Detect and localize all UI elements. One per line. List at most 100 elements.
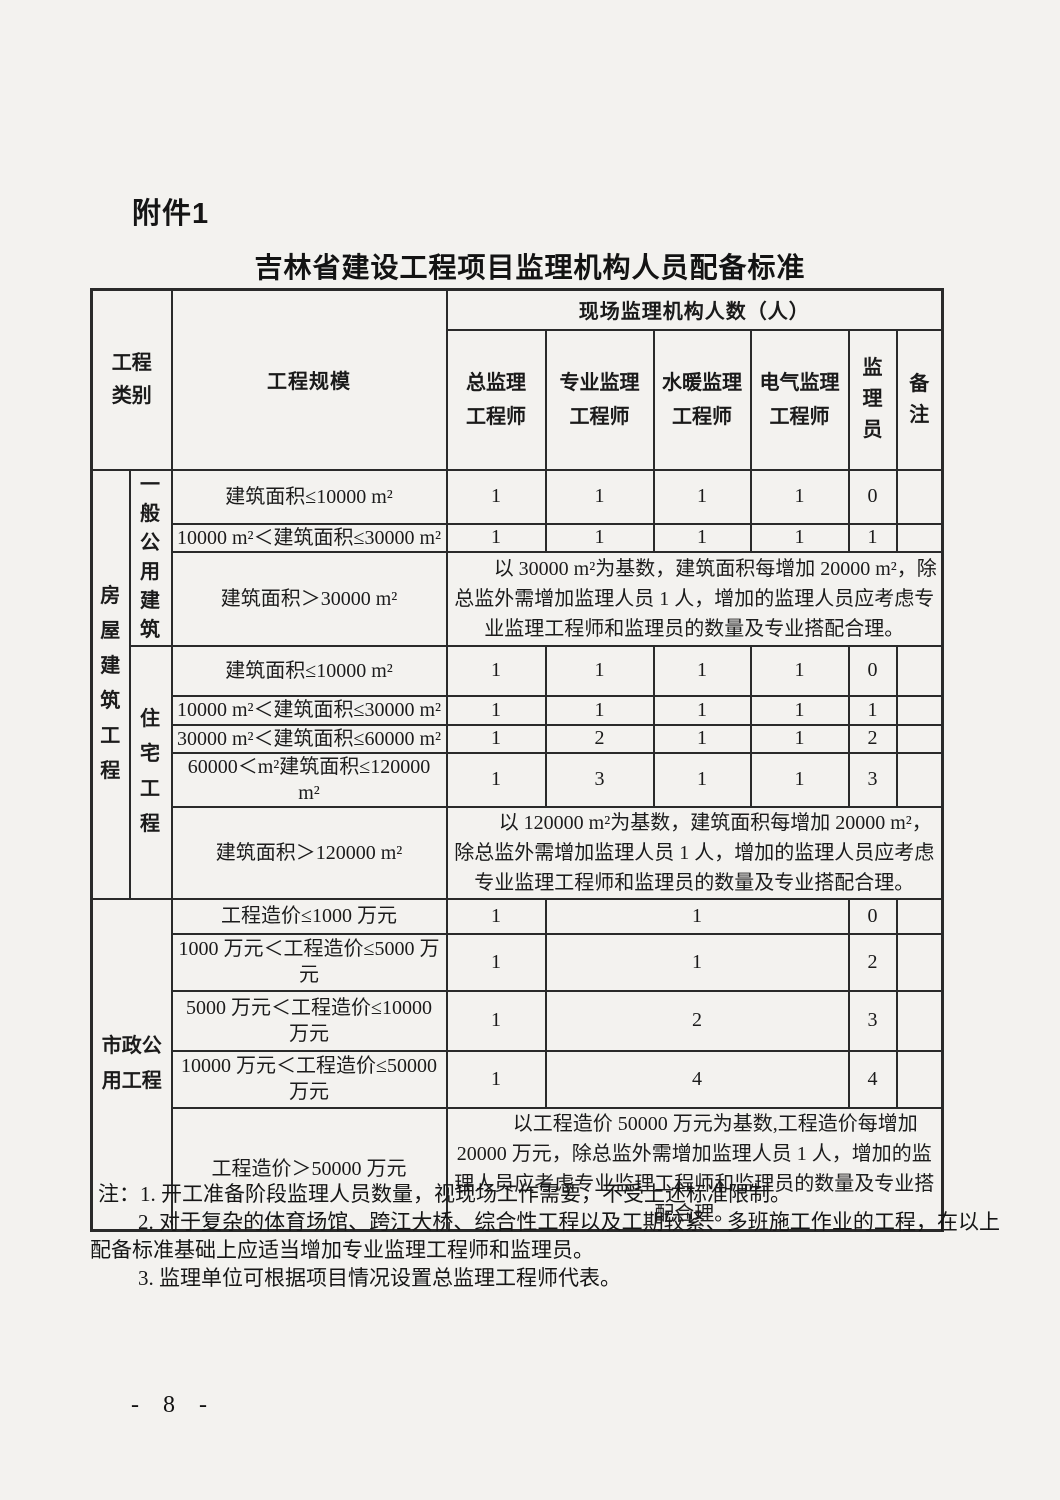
header-specialty-supervising-engineer: 专业监理 工程师 xyxy=(544,328,655,471)
value-cell: 1 xyxy=(749,522,850,553)
value-cell: 1 xyxy=(445,932,547,992)
category-municipal-public-works: 市政公 用工程 xyxy=(90,897,173,1231)
value-cell: 1 xyxy=(544,694,655,726)
scale-cell: 建筑面积≤10000 m² xyxy=(170,644,448,697)
value-cell: 1 xyxy=(847,694,898,726)
header-project-scale: 工程规模 xyxy=(170,288,448,471)
remark-cell xyxy=(895,644,944,697)
remark-cell xyxy=(895,1049,944,1109)
value-cell: 1 xyxy=(445,1049,547,1109)
value-cell: 1 xyxy=(445,989,547,1052)
value-cell: 3 xyxy=(847,751,898,808)
note-1: 注：1. 开工准备阶段监理人员数量，视现场工作需要，不受上述标准限制。 xyxy=(98,1182,791,1206)
staffing-rule-note-cell: 以 120000 m²为基数，建筑面积每增加 20000 m²，除总监外需增加监… xyxy=(445,805,944,900)
remark-cell xyxy=(895,468,944,525)
header-chief-supervising-engineer: 总监理 工程师 xyxy=(445,328,547,471)
value-cell: 1 xyxy=(445,723,547,754)
table-row: 建筑面积＞120000 m² 以 120000 m²为基数，建筑面积每增加 20… xyxy=(92,805,944,900)
value-cell: 1 xyxy=(652,751,752,808)
scale-cell: 建筑面积＞120000 m² xyxy=(170,805,448,900)
scale-cell: 30000 m²＜建筑面积≤60000 m² xyxy=(170,723,448,754)
staffing-rule-note-cell: 以 30000 m²为基数，建筑面积每增加 20000 m²，除总监外需增加监理… xyxy=(445,550,944,647)
value-cell: 1 xyxy=(544,644,655,697)
value-cell: 1 xyxy=(445,644,547,697)
value-cell: 1 xyxy=(847,522,898,553)
merged-value-cell: 4 xyxy=(544,1049,850,1109)
scale-cell: 10000 m²＜建筑面积≤30000 m² xyxy=(170,694,448,726)
table-row: 工程造价＞50000 万元 以工程造价 50000 万元为基数,工程造价每增加 … xyxy=(92,1106,944,1231)
table-row: 5000 万元＜工程造价≤10000 万元 1 2 3 xyxy=(92,989,944,1052)
table-row: 10000 m²＜建筑面积≤30000 m² 1 1 1 1 1 xyxy=(92,522,944,553)
merged-value-cell: 1 xyxy=(544,897,850,935)
header-supervisor: 监 理 员 xyxy=(847,328,898,471)
header-electrical-supervising-engineer: 电气监理 工程师 xyxy=(749,328,850,471)
value-cell: 1 xyxy=(652,694,752,726)
value-cell: 1 xyxy=(445,694,547,726)
note-2: 2. 对于复杂的体育场馆、跨江大桥、综合性工程以及工期较紧、多班施工作业的工程，… xyxy=(90,1210,1000,1262)
scale-cell: 工程造价≤1000 万元 xyxy=(170,897,448,935)
value-cell: 1 xyxy=(445,522,547,553)
value-cell: 4 xyxy=(847,1049,898,1109)
remark-cell xyxy=(895,694,944,726)
staffing-standard-table: 工程 类别 工程规模 现场监理机构人数（人） 总监理 工程师 专业监理 工程师 … xyxy=(90,288,944,1232)
table-row: 10000 万元＜工程造价≤50000 万元 1 4 4 xyxy=(92,1049,944,1109)
note-3: 3. 监理单位可根据项目情况设置总监理工程师代表。 xyxy=(138,1266,621,1290)
value-cell: 1 xyxy=(749,751,850,808)
remark-cell xyxy=(895,751,944,808)
table-row: 建筑面积＞30000 m² 以 30000 m²为基数，建筑面积每增加 2000… xyxy=(92,550,944,647)
value-cell: 1 xyxy=(749,694,850,726)
value-cell: 1 xyxy=(652,644,752,697)
value-cell: 1 xyxy=(544,522,655,553)
value-cell: 1 xyxy=(445,751,547,808)
table-row: 住 宅 工 程 建筑面积≤10000 m² 1 1 1 1 0 xyxy=(92,644,944,900)
page-title: 吉林省建设工程项目监理机构人员配备标准 xyxy=(254,252,806,283)
remark-cell xyxy=(895,989,944,1052)
value-cell: 1 xyxy=(544,468,655,525)
merged-value-cell: 2 xyxy=(544,989,850,1052)
merged-value-cell: 1 xyxy=(544,932,850,992)
header-plumbing-supervising-engineer: 水暖监理 工程师 xyxy=(652,328,752,471)
remark-cell xyxy=(895,522,944,553)
scale-cell: 建筑面积≤10000 m² xyxy=(170,468,448,525)
value-cell: 0 xyxy=(847,897,898,935)
scale-cell: 建筑面积＞30000 m² xyxy=(170,550,448,647)
footnotes: 注：1. 开工准备阶段监理人员数量，视现场工作需要，不受上述标准限制。 2. 对… xyxy=(90,1180,1000,1292)
scale-cell: 工程造价＞50000 万元 xyxy=(170,1106,448,1231)
scale-cell: 5000 万元＜工程造价≤10000 万元 xyxy=(170,989,448,1052)
value-cell: 1 xyxy=(445,897,547,935)
scale-cell: 10000 m²＜建筑面积≤30000 m² xyxy=(170,522,448,553)
table-row: 30000 m²＜建筑面积≤60000 m² 1 2 1 1 2 xyxy=(92,723,944,754)
value-cell: 1 xyxy=(749,468,850,525)
value-cell: 0 xyxy=(847,468,898,525)
value-cell: 0 xyxy=(847,644,898,697)
table-row: 市政公 用工程 工程造价≤1000 万元 1 1 0 xyxy=(90,897,944,1231)
value-cell: 1 xyxy=(652,723,752,754)
table-row: 10000 m²＜建筑面积≤30000 m² 1 1 1 1 1 xyxy=(92,694,944,726)
scale-cell: 60000＜m²建筑面积≤120000 m² xyxy=(170,751,448,808)
value-cell: 1 xyxy=(652,468,752,525)
subcategory-residential-project: 住 宅 工 程 xyxy=(128,644,173,900)
remark-cell xyxy=(895,932,944,992)
category-housing-construction: 房 屋 建 筑 工 程 xyxy=(90,468,131,900)
header-remarks: 备 注 xyxy=(895,328,944,471)
table-row: 房 屋 建 筑 工 程 一 般 公 用 建 筑 建筑面积≤10000 m² 1 … xyxy=(90,468,944,900)
scale-cell: 10000 万元＜工程造价≤50000 万元 xyxy=(170,1049,448,1109)
value-cell: 1 xyxy=(445,468,547,525)
page-number: - 8 - xyxy=(131,1392,216,1418)
header-project-category: 工程 类别 xyxy=(90,288,173,471)
value-cell: 1 xyxy=(652,522,752,553)
value-cell: 3 xyxy=(544,751,655,808)
table-row: 1000 万元＜工程造价≤5000 万元 1 1 2 xyxy=(92,932,944,992)
value-cell: 3 xyxy=(847,989,898,1052)
scale-cell: 1000 万元＜工程造价≤5000 万元 xyxy=(170,932,448,992)
value-cell: 1 xyxy=(749,723,850,754)
attachment-label: 附件1 xyxy=(132,198,210,230)
staffing-rule-note-cell: 以工程造价 50000 万元为基数,工程造价每增加 20000 万元，除总监外需… xyxy=(445,1106,944,1231)
subcategory-general-public-building: 一 般 公 用 建 筑 xyxy=(128,468,173,647)
value-cell: 2 xyxy=(847,723,898,754)
remark-cell xyxy=(895,723,944,754)
value-cell: 2 xyxy=(847,932,898,992)
value-cell: 2 xyxy=(544,723,655,754)
remark-cell xyxy=(895,897,944,935)
table-row: 60000＜m²建筑面积≤120000 m² 1 3 1 1 3 xyxy=(92,751,944,808)
